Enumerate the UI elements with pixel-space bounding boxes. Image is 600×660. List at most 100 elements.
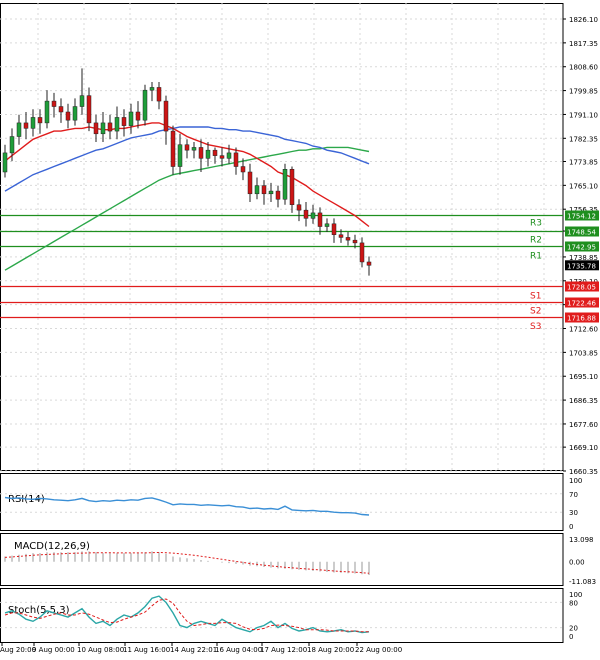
candle-body (275, 190, 281, 200)
x-tick-label: Aug 20:00 (0, 646, 36, 654)
candle-body (23, 122, 29, 129)
stoch-tick-label: 100 (569, 591, 582, 599)
x-tick-label: 14 Aug 22:01 (170, 646, 217, 654)
y-tick-label: 1703.85 (569, 349, 598, 357)
y-tick-label: 1738.85 (569, 254, 598, 262)
macd-panel-frame (0, 533, 564, 586)
ma-red-line (4, 122, 370, 228)
stoch-d-line (4, 598, 369, 633)
y-tick-label: 1826.10 (569, 16, 598, 24)
candle-body (345, 237, 351, 241)
candle-body (219, 155, 225, 159)
candle-body (135, 111, 141, 121)
level-price-label: 1742.95 (567, 244, 596, 252)
candle-body (289, 169, 295, 205)
candle-body (240, 166, 246, 173)
candle-body (233, 152, 239, 167)
candle-body (198, 147, 204, 159)
candle-body (191, 147, 197, 151)
level-price-tag (565, 226, 599, 237)
rsi-tick-label: 0 (569, 523, 573, 531)
candle-body (268, 190, 274, 195)
candle-body (184, 144, 190, 151)
candle-body (51, 100, 57, 107)
level-price-tag (565, 241, 599, 252)
y-tick-label: 1677.60 (569, 421, 598, 429)
y-tick-label: 1660.35 (569, 468, 598, 476)
candle-body (149, 87, 155, 91)
candle-body (2, 152, 8, 173)
rsi-tick-label: 30 (569, 509, 578, 517)
x-tick-label: 17 Aug 12:00 (260, 646, 307, 654)
y-tick-label: 1686.35 (569, 397, 598, 405)
candle-body (86, 95, 92, 124)
x-tick-label: 11 Aug 16:00 (123, 646, 170, 654)
candle-body (128, 111, 134, 126)
y-tick-label: 1808.60 (569, 64, 598, 72)
stoch-k-line (4, 595, 370, 634)
rsi-line (4, 496, 370, 516)
candle-body (79, 95, 85, 107)
candle-body (170, 130, 176, 167)
y-tick-label: 1695.10 (569, 373, 598, 381)
candle-body (310, 212, 316, 219)
ma-green-line (4, 146, 370, 271)
candle-body (30, 117, 36, 129)
x-tick-label: 18 Aug 20:00 (307, 646, 354, 654)
candle-body (72, 106, 78, 121)
candle-body (156, 87, 162, 102)
current-price-tag (565, 260, 599, 271)
y-tick-label: 1773.85 (569, 158, 598, 166)
macd-tick-label: 0.00 (569, 559, 585, 567)
y-tick-label: 1765.10 (569, 182, 598, 190)
candle-body (261, 185, 267, 195)
level-price-label: 1716.88 (567, 315, 596, 323)
level-name-r1: R1 (530, 252, 542, 262)
candle-body (142, 89, 148, 121)
y-tick-label: 1817.35 (569, 40, 598, 48)
level-price-label: 1728.05 (567, 284, 596, 292)
candle-body (212, 149, 218, 156)
macd-tick-label: 13.098 (569, 536, 594, 544)
level-price-label: 1722.46 (567, 300, 596, 308)
candle-body (317, 212, 323, 227)
candle-body (331, 223, 337, 235)
level-price-label: 1754.12 (567, 213, 596, 221)
y-tick-label: 1799.85 (569, 88, 598, 96)
candle-body (324, 223, 330, 227)
level-price-tag (565, 312, 599, 323)
candle-body (9, 136, 15, 154)
y-tick-label: 1712.60 (569, 326, 598, 334)
rsi-panel-frame (0, 473, 564, 531)
x-tick-label: 10 Aug 08:00 (77, 646, 124, 654)
ma-blue-line (4, 126, 370, 192)
level-price-tag (565, 297, 599, 308)
candle-body (58, 106, 64, 113)
candle-body (282, 169, 288, 200)
candle-body (352, 239, 358, 244)
candle-body (254, 185, 260, 195)
level-price-tag (565, 281, 599, 292)
macd-signal-line (4, 551, 370, 574)
candle-body (121, 117, 127, 126)
macd-title: MACD(12,26,9) (14, 541, 90, 552)
stoch-title: Stoch(5,5,3) (8, 605, 70, 616)
stoch-tick-label: 80 (569, 599, 578, 607)
stoch-tick-label: 20 (569, 625, 578, 633)
rsi-tick-label: 100 (569, 477, 582, 485)
x-tick-label: 16 Aug 04:00 (215, 646, 262, 654)
candle-body (338, 234, 344, 238)
candle-body (107, 122, 113, 132)
stoch-panel-frame (0, 588, 564, 643)
rsi-tick-label: 70 (569, 491, 578, 499)
candle-body (177, 144, 183, 167)
candle-body (93, 122, 99, 135)
stoch-tick-label: 0 (569, 633, 573, 641)
current-price-label: 1735.78 (567, 262, 596, 270)
y-tick-label: 1791.10 (569, 111, 598, 119)
level-price-tag (565, 210, 599, 221)
candle-body (16, 122, 22, 137)
candle-body (226, 152, 232, 159)
